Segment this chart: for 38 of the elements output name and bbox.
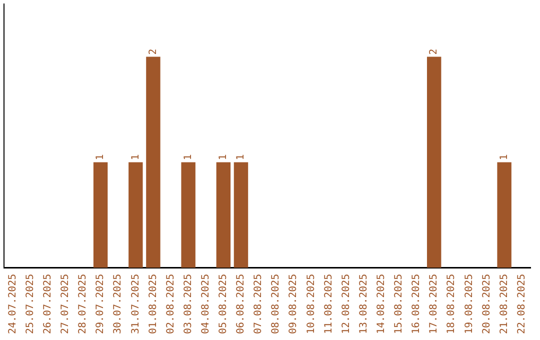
data-label: 2 <box>148 48 159 55</box>
x-tick-label: 24.07.2025 <box>7 274 18 334</box>
data-label: 1 <box>218 154 230 160</box>
data-label: 1 <box>95 154 106 160</box>
x-tick-label: 15.08.2025 <box>394 274 405 334</box>
x-tick-label: 21.08.2025 <box>498 274 510 334</box>
x-tick-label: 05.08.2025 <box>218 274 230 334</box>
x-tick-label: 09.08.2025 <box>288 274 300 334</box>
x-tick-label: 22.08.2025 <box>516 274 528 334</box>
x-tick-label: 01.08.2025 <box>148 274 159 334</box>
data-label: 2 <box>428 48 440 55</box>
x-tick-label: 19.08.2025 <box>464 274 475 334</box>
x-tick-label: 28.07.2025 <box>78 274 89 334</box>
x-tick-label: 08.08.2025 <box>270 274 282 334</box>
x-tick-label: 31.07.2025 <box>130 274 142 334</box>
x-tick-label: 03.08.2025 <box>182 274 194 334</box>
x-tick-label: 13.08.2025 <box>358 274 370 334</box>
x-tick-label: 30.07.2025 <box>112 274 124 334</box>
x-tick-label: 02.08.2025 <box>165 274 176 334</box>
x-tick-label: 06.08.2025 <box>236 274 247 334</box>
x-tick-label: 26.07.2025 <box>42 274 54 334</box>
x-tick-label: 29.07.2025 <box>95 274 106 334</box>
data-label: 1 <box>182 154 194 160</box>
x-tick-label: 12.08.2025 <box>340 274 352 334</box>
x-tick-label: 20.08.2025 <box>481 274 492 334</box>
x-tick-label: 27.07.2025 <box>60 274 72 334</box>
data-label: 1 <box>130 154 142 160</box>
x-tick-label: 25.07.2025 <box>24 274 36 334</box>
data-label: 1 <box>236 154 247 160</box>
x-tick-label: 07.08.2025 <box>253 274 264 334</box>
x-tick-label: 17.08.2025 <box>428 274 440 334</box>
x-tick-label: 10.08.2025 <box>306 274 317 334</box>
x-tick-label: 18.08.2025 <box>446 274 458 334</box>
x-tick-label: 11.08.2025 <box>323 274 334 334</box>
x-tick-label: 04.08.2025 <box>200 274 212 334</box>
x-tick-label: 14.08.2025 <box>376 274 388 334</box>
data-label: 1 <box>498 154 510 160</box>
x-tick-label: 16.08.2025 <box>411 274 422 334</box>
